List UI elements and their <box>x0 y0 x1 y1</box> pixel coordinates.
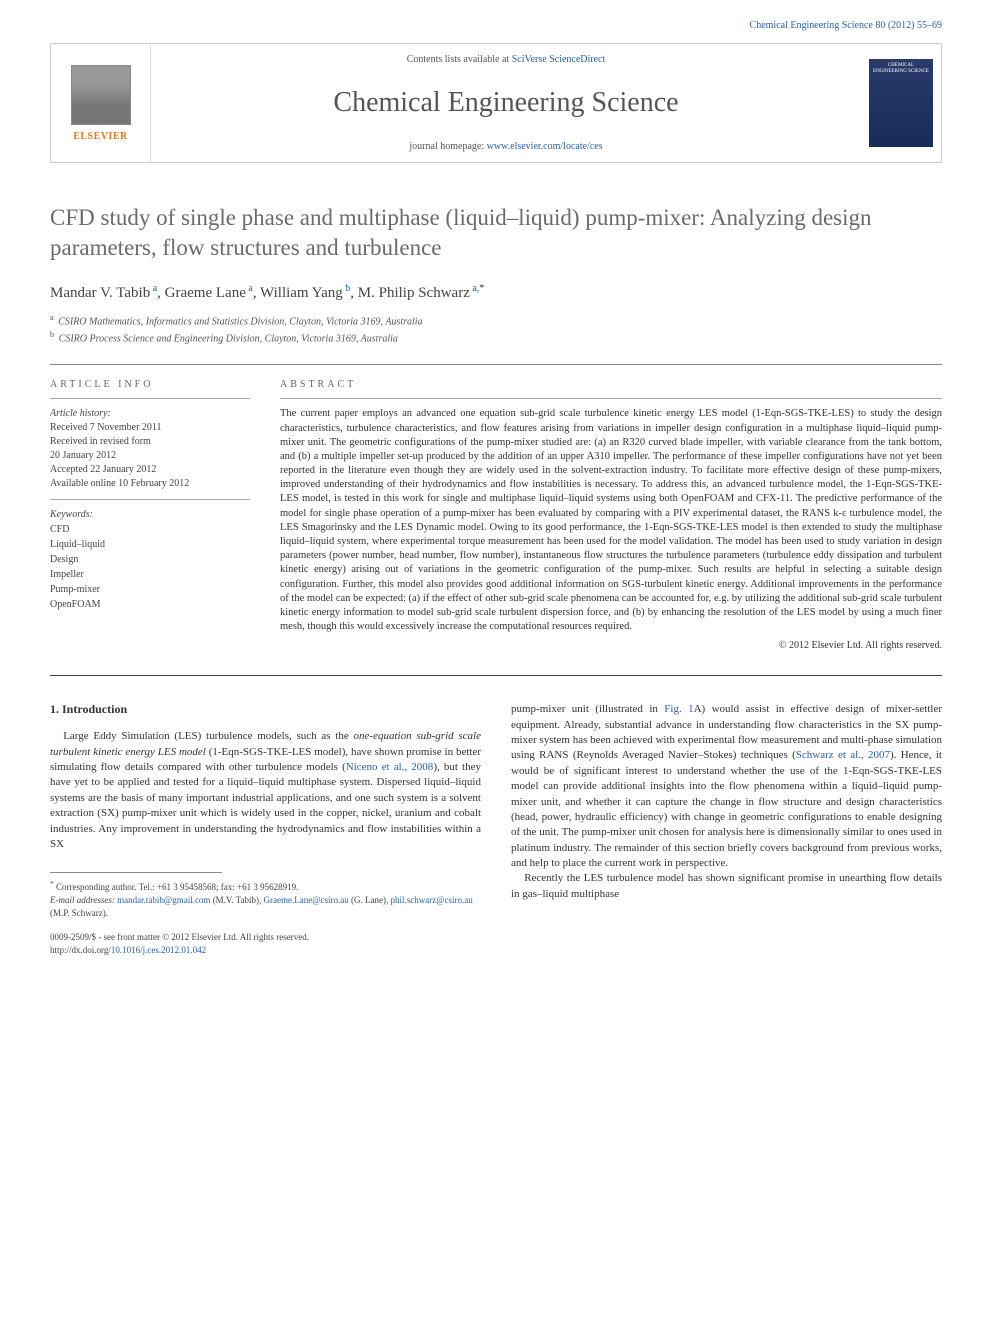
author-3-aff: b <box>343 283 351 294</box>
homepage-line: journal homepage: www.elsevier.com/locat… <box>151 141 861 152</box>
author-2: Graeme Lane <box>165 285 246 301</box>
corresponding-asterisk: * <box>479 283 484 294</box>
keyword: Pump-mixer <box>50 582 250 597</box>
author-1: Mandar V. Tabib <box>50 285 150 301</box>
footnote-separator <box>50 872 222 873</box>
intro-paragraph-1-cont: pump-mixer unit (illustrated in Fig. 1A)… <box>511 702 942 871</box>
intro-heading: 1. Introduction <box>50 702 481 717</box>
history-accepted: Accepted 22 January 2012 <box>50 463 250 477</box>
history-label: Article history: <box>50 407 250 421</box>
citation-header: Chemical Engineering Science 80 (2012) 5… <box>50 20 942 31</box>
issn-line: 0009-2509/$ - see front matter © 2012 El… <box>50 931 481 944</box>
body-column-right: pump-mixer unit (illustrated in Fig. 1A)… <box>511 702 942 956</box>
email-addresses: E-mail addresses: mandar.tabib@gmail.com… <box>50 894 481 919</box>
corresponding-author-note: * Corresponding author. Tel.: +61 3 9545… <box>50 879 481 894</box>
keyword: Liquid–liquid <box>50 537 250 552</box>
history-revised-line1: Received in revised form <box>50 435 250 449</box>
divider-thick <box>50 675 942 676</box>
abstract-copyright: © 2012 Elsevier Ltd. All rights reserved… <box>280 640 942 651</box>
issn-doi-block: 0009-2509/$ - see front matter © 2012 El… <box>50 931 481 956</box>
reference-link-niceno[interactable]: Niceno et al., 2008 <box>346 761 434 773</box>
figure-link-fig1[interactable]: Fig. 1 <box>664 703 693 715</box>
keyword: Impeller <box>50 567 250 582</box>
intro-paragraph-1: Large Eddy Simulation (LES) turbulence m… <box>50 729 481 852</box>
affiliation-b: b CSIRO Process Science and Engineering … <box>50 329 942 346</box>
homepage-link[interactable]: www.elsevier.com/locate/ces <box>487 141 603 152</box>
homepage-prefix: journal homepage: <box>409 141 486 152</box>
doi-line: http://dx.doi.org/10.1016/j.ces.2012.01.… <box>50 944 481 957</box>
abstract-column: abstract The current paper employs an ad… <box>280 379 942 651</box>
email-link[interactable]: Graeme.Lane@csiro.au <box>263 895 348 905</box>
info-abstract-row: article info Article history: Received 7… <box>50 379 942 651</box>
history-online: Available online 10 February 2012 <box>50 477 250 491</box>
contents-line: Contents lists available at SciVerse Sci… <box>151 54 861 65</box>
author-4: M. Philip Schwarz <box>358 285 470 301</box>
keyword: Design <box>50 552 250 567</box>
journal-name: Chemical Engineering Science <box>151 87 861 119</box>
publisher-block: ELSEVIER <box>51 44 151 162</box>
affiliations: a CSIRO Mathematics, Informatics and Sta… <box>50 312 942 347</box>
author-3: William Yang <box>260 285 343 301</box>
article-info-heading: article info <box>50 379 250 390</box>
history-received: Received 7 November 2011 <box>50 421 250 435</box>
citation-link[interactable]: Chemical Engineering Science 80 (2012) 5… <box>750 20 942 31</box>
email-link[interactable]: phil.schwarz@csiro.au <box>390 895 472 905</box>
abstract-heading: abstract <box>280 379 942 390</box>
keywords-label: Keywords: <box>50 508 250 522</box>
abstract-text: The current paper employs an advanced on… <box>280 407 942 634</box>
email-link[interactable]: mandar.tabib@gmail.com <box>117 895 210 905</box>
body-columns: 1. Introduction Large Eddy Simulation (L… <box>50 702 942 956</box>
history-revised-line2: 20 January 2012 <box>50 449 250 463</box>
body-column-left: 1. Introduction Large Eddy Simulation (L… <box>50 702 481 956</box>
divider <box>50 364 942 365</box>
banner-right: CHEMICAL ENGINEERING SCIENCE <box>861 44 941 162</box>
contents-prefix: Contents lists available at <box>407 54 512 65</box>
authors-line: Mandar V. Tabib a, Graeme Lane a, Willia… <box>50 283 942 302</box>
keyword: OpenFOAM <box>50 597 250 612</box>
author-4-aff: a, <box>470 283 479 294</box>
sciencedirect-link[interactable]: SciVerse ScienceDirect <box>512 54 606 65</box>
elsevier-tree-icon <box>71 65 131 125</box>
banner-center: Contents lists available at SciVerse Sci… <box>151 44 861 162</box>
keywords-list: CFD Liquid–liquid Design Impeller Pump-m… <box>50 522 250 612</box>
footnotes: * Corresponding author. Tel.: +61 3 9545… <box>50 879 481 919</box>
keyword: CFD <box>50 522 250 537</box>
article-title: CFD study of single phase and multiphase… <box>50 203 942 263</box>
journal-banner: ELSEVIER Contents lists available at Sci… <box>50 43 942 163</box>
affiliation-a: a CSIRO Mathematics, Informatics and Sta… <box>50 312 942 329</box>
doi-link[interactable]: 10.1016/j.ces.2012.01.042 <box>111 945 206 955</box>
article-info-column: article info Article history: Received 7… <box>50 379 250 651</box>
author-1-aff: a <box>150 283 157 294</box>
elsevier-label: ELSEVIER <box>73 131 128 142</box>
intro-paragraph-2: Recently the LES turbulence model has sh… <box>511 871 942 902</box>
author-2-aff: a <box>246 283 253 294</box>
reference-link-schwarz[interactable]: Schwarz et al., 2007 <box>796 749 890 761</box>
article-history: Article history: Received 7 November 201… <box>50 407 250 612</box>
journal-cover-icon: CHEMICAL ENGINEERING SCIENCE <box>869 59 933 147</box>
